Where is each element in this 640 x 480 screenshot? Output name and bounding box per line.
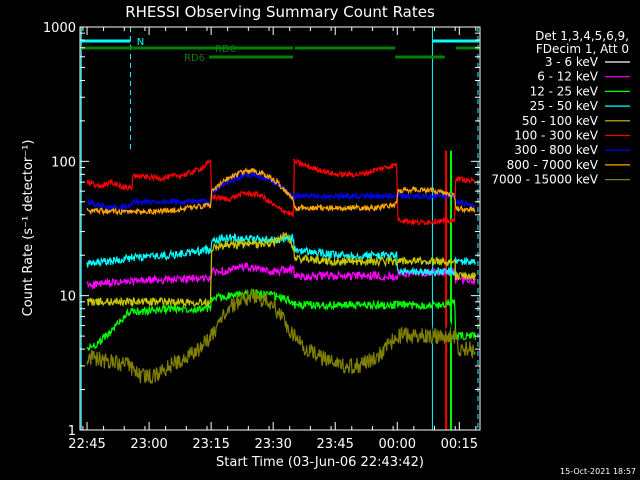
series-layer [86,158,476,405]
state-label-n: N [137,37,144,48]
x-tick-label-0: 22:45 [68,437,105,452]
series-line-6-12-kev-kev [86,262,476,290]
legend-label-300-800-kev-kev: 300 - 800 keV [514,143,598,157]
legend-label-12-25-kev-kev: 12 - 25 keV [530,84,599,98]
x-tick-label-2: 23:15 [192,437,229,452]
legend-label-100-300-kev-kev: 100 - 300 keV [514,129,598,143]
series-line-50-100-kev-kev [86,231,476,308]
y-tick-label-2: 100 [51,155,76,170]
series-line-12-25-kev-kev [86,288,476,352]
x-tick-label-3: 23:30 [254,437,291,452]
legend-header-line-2: FDecim 1, Att 0 [536,42,629,56]
x-axis-label: Start Time (03-Jun-06 22:43:42) [216,455,424,470]
legend-label-50-100-kev-kev: 50 - 100 keV [522,114,599,128]
series-line-800-7000-kev-kev [86,167,476,217]
legend-label-25-50-kev-kev: 25 - 50 keV [530,99,599,113]
legend-label-6-12-kev-kev: 6 - 12 keV [537,70,599,84]
x-tick-label-4: 23:45 [316,437,353,452]
x-tick-label-6: 00:15 [441,437,478,452]
y-axis-label: Count Rate (s⁻¹ detector⁻¹) [21,140,36,317]
legend-label-7000-15000-kev-kev: 7000 - 15000 keV [491,173,598,187]
generated-timestamp: 15-Oct-2021 18:57 [560,467,636,476]
y-tick-label-3: 1000 [43,21,76,36]
y-tick-label-0: 1 [68,424,76,439]
series-line-3-6-kev-kev [86,294,476,405]
state-label-rd6: RD6 [184,53,205,64]
state-label-rd0: RD0 [215,44,236,55]
plot-frame [79,26,481,431]
series-line-7000-15000-kev-kev [86,287,476,384]
y-tick-label-1: 10 [59,290,76,305]
legend-label-3-6-kev-kev: 3 - 6 keV [545,55,599,69]
legend-label-800-7000-kev-kev: 800 - 7000 keV [507,158,599,172]
legend-header-line-1: Det 1,3,4,5,6,9, [535,29,629,43]
axes-layer: 22:45 23:00 23:15 23:30 23:45 00:00 00:15 1 10 10… [43,21,480,452]
series-line-300-800-kev-kev [86,171,476,212]
x-tick-label-5: 00:00 [379,437,416,452]
x-tick-label-1: 23:00 [130,437,167,452]
chart-title: RHESSI Observing Summary Count Rates [125,3,435,21]
legend: Det 1,3,4,5,6,9, FDecim 1, Att 0 3 - 6 k… [491,29,630,187]
series-line-100-300-kev-kev [86,158,476,227]
